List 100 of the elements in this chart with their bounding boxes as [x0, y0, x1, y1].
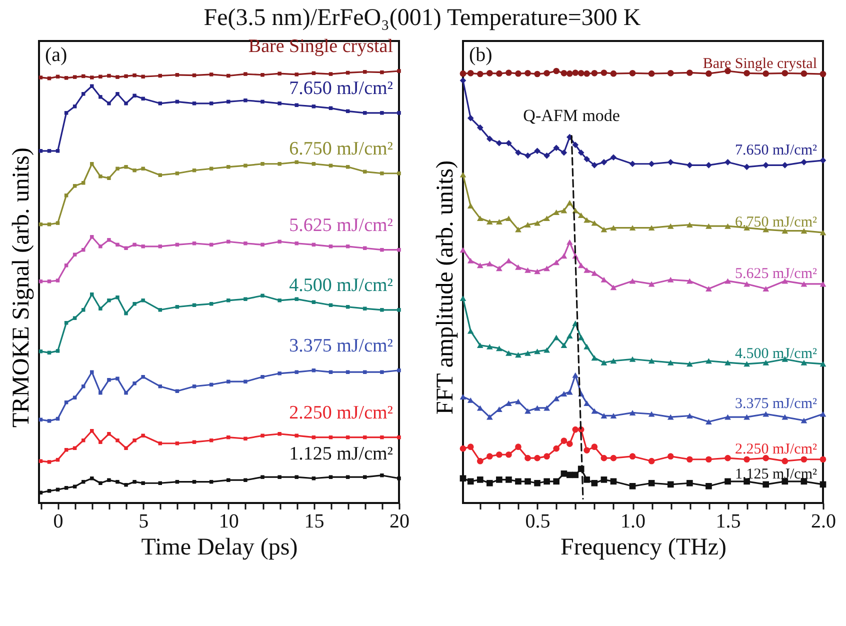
point — [141, 244, 145, 248]
point — [124, 74, 128, 78]
point — [116, 92, 120, 96]
point — [132, 480, 136, 484]
point — [591, 70, 598, 76]
point — [544, 70, 550, 76]
point — [81, 92, 86, 96]
point — [706, 223, 712, 229]
annotation: Q-AFM mode — [523, 106, 620, 126]
point — [820, 281, 826, 287]
point — [244, 297, 248, 301]
point — [116, 480, 120, 484]
point — [56, 278, 60, 282]
point — [346, 370, 350, 374]
point — [591, 408, 598, 414]
point — [72, 252, 77, 256]
point — [560, 70, 568, 76]
point — [560, 149, 568, 156]
point — [260, 475, 264, 479]
point — [363, 246, 367, 250]
point — [467, 478, 474, 485]
point — [629, 278, 636, 284]
series-label: 3.375 mJ/cm² — [289, 335, 394, 356]
x-tick-label: 5 — [138, 510, 149, 532]
point — [81, 308, 86, 312]
point — [572, 372, 579, 378]
point — [566, 70, 573, 77]
point — [90, 292, 94, 296]
point — [278, 162, 282, 166]
point — [584, 70, 590, 77]
point — [744, 361, 750, 367]
point — [706, 456, 712, 463]
series-label: 3.375 mJ/cm² — [735, 396, 818, 412]
point — [486, 136, 493, 142]
point — [610, 154, 617, 161]
point — [363, 475, 367, 479]
point — [560, 208, 568, 214]
point — [578, 262, 584, 268]
point — [476, 216, 484, 222]
point — [515, 70, 522, 77]
point — [132, 302, 136, 306]
point — [260, 294, 264, 298]
series-label: 7.650 mJ/cm² — [289, 78, 394, 99]
point — [648, 358, 655, 364]
point — [584, 267, 590, 273]
point — [380, 111, 384, 115]
point — [486, 260, 493, 266]
point — [460, 475, 466, 482]
point — [467, 397, 474, 403]
point — [226, 100, 230, 104]
point — [467, 444, 474, 450]
point — [380, 70, 384, 74]
point — [648, 225, 655, 231]
point — [706, 162, 712, 168]
point — [132, 242, 136, 247]
point — [724, 454, 731, 462]
point — [476, 262, 484, 268]
point — [762, 411, 770, 417]
point — [486, 70, 493, 76]
point — [566, 200, 573, 206]
point — [346, 165, 350, 169]
point — [496, 140, 502, 146]
point — [610, 478, 617, 485]
point — [744, 456, 750, 463]
point — [553, 260, 560, 266]
point — [460, 172, 466, 178]
point — [534, 454, 540, 462]
point — [629, 70, 636, 76]
point — [460, 247, 466, 253]
point — [98, 481, 102, 485]
point — [629, 160, 636, 168]
point — [610, 412, 617, 418]
point — [800, 418, 808, 424]
point — [584, 156, 590, 162]
point — [98, 74, 102, 78]
point — [744, 164, 750, 170]
point — [116, 166, 120, 171]
point — [486, 453, 493, 460]
point — [226, 240, 230, 244]
point — [800, 456, 808, 463]
point — [47, 489, 52, 493]
point — [515, 398, 522, 404]
point — [686, 70, 693, 76]
point — [506, 140, 512, 146]
text: (a) — [45, 44, 68, 66]
point — [56, 349, 60, 353]
point — [278, 298, 282, 302]
point — [667, 414, 674, 420]
series-label: 7.650 mJ/cm² — [735, 142, 818, 158]
point — [141, 166, 145, 171]
point — [496, 476, 502, 483]
series-label: 4.500 mJ/cm² — [735, 346, 818, 362]
point — [132, 438, 136, 442]
point — [584, 447, 590, 454]
point — [116, 295, 120, 300]
point — [706, 286, 712, 292]
point — [744, 281, 750, 287]
point — [572, 472, 579, 478]
point — [578, 334, 584, 340]
point — [141, 96, 145, 101]
